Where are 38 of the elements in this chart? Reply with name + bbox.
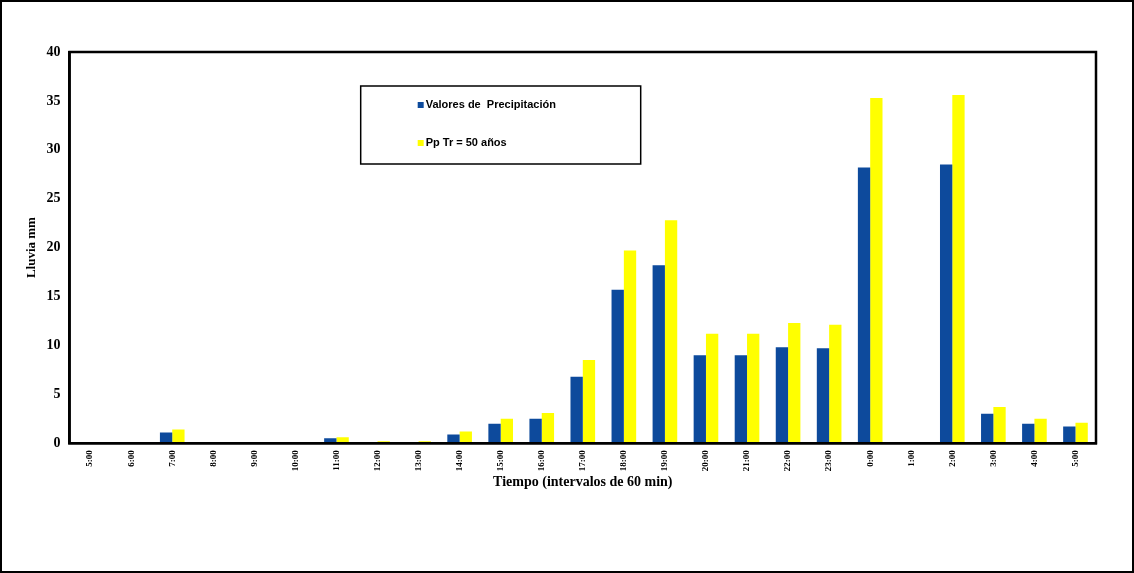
x-tick-label: 14:00 <box>453 449 464 472</box>
y-tick-label: 15 <box>46 288 61 304</box>
y-tick-label: 25 <box>46 190 61 206</box>
x-tick-label: 5:00 <box>1069 449 1080 467</box>
x-tick-label: 20:00 <box>700 449 711 472</box>
x-tick-label: 18:00 <box>618 449 629 472</box>
x-tick-label: 15:00 <box>495 449 506 472</box>
x-tick-label: 1:00 <box>905 449 916 467</box>
x-tick-label: 10:00 <box>289 449 300 472</box>
x-tick-label: 12:00 <box>371 449 382 472</box>
y-tick-label: 30 <box>46 141 61 157</box>
legend-label: Pp Tr = 50 años <box>425 136 507 149</box>
x-tick-label: 17:00 <box>577 449 588 472</box>
x-tick-label: 5:00 <box>84 449 95 467</box>
y-tick-label: 10 <box>46 337 61 353</box>
x-tick-label: 3:00 <box>987 449 998 467</box>
x-tick-label: 7:00 <box>166 449 177 467</box>
x-tick-label: 6:00 <box>125 449 136 467</box>
y-axis-title: Lluvia mm <box>23 216 39 279</box>
y-tick-label: 35 <box>46 92 61 108</box>
x-tick-label: 19:00 <box>659 449 670 472</box>
legend-label: Valores de Precipitación <box>425 98 557 111</box>
x-tick-label: 21:00 <box>741 449 752 472</box>
x-tick-label: 4:00 <box>1028 449 1039 467</box>
y-tick-label: 40 <box>46 43 61 59</box>
x-tick-label: 8:00 <box>207 449 218 467</box>
x-tick-label: 0:00 <box>864 449 875 467</box>
x-tick-label: 23:00 <box>823 449 834 472</box>
x-tick-label: 16:00 <box>536 449 547 472</box>
x-tick-label: 2:00 <box>946 449 957 467</box>
x-tick-label: 22:00 <box>782 449 793 472</box>
x-tick-label: 11:00 <box>330 449 341 471</box>
y-tick-label: 20 <box>46 239 61 255</box>
y-tick-label: 0 <box>53 434 61 450</box>
x-tick-label: 13:00 <box>412 449 423 472</box>
x-axis-title: Tiempo (intervalos de 60 min) <box>493 474 673 491</box>
y-tick-label: 5 <box>53 385 61 401</box>
x-tick-label: 9:00 <box>248 449 259 467</box>
